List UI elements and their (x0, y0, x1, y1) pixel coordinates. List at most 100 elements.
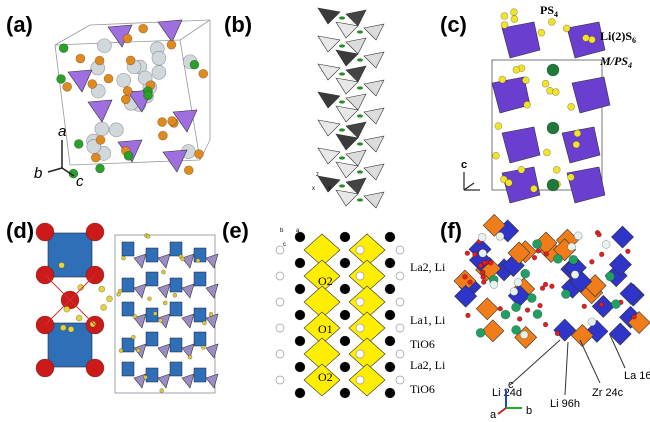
atom (472, 251, 478, 258)
tetrahedron (317, 175, 341, 193)
atom (116, 291, 121, 297)
polyhedron (145, 367, 159, 383)
atom (384, 335, 396, 347)
atom (546, 178, 560, 192)
atom (167, 116, 177, 126)
cell-edge (179, 19, 211, 41)
atom (546, 63, 560, 77)
oxygen-label: O2 (318, 370, 333, 384)
atom (357, 58, 363, 62)
atom (513, 278, 523, 287)
atom (117, 288, 123, 294)
atom (357, 114, 363, 118)
atom (482, 260, 488, 266)
panel-label: (c) (440, 12, 467, 37)
atom (598, 301, 605, 308)
tetrahedron (363, 135, 385, 153)
polyhedron (145, 307, 159, 323)
atom (161, 269, 166, 275)
atom (530, 184, 538, 193)
atom (166, 39, 177, 50)
polyhedron (193, 367, 207, 383)
atom (355, 245, 365, 255)
axis-arrows (47, 140, 75, 177)
atom (488, 260, 494, 266)
atom (275, 245, 285, 255)
atom (384, 309, 396, 321)
atom (132, 314, 138, 319)
atom (567, 102, 575, 111)
atom (541, 79, 550, 88)
atom (562, 24, 571, 33)
polyhedron (121, 301, 135, 317)
atom (294, 309, 306, 321)
tetrahedron (335, 161, 359, 179)
atom (480, 274, 486, 280)
atom (159, 388, 164, 393)
polyhedron (619, 282, 643, 305)
atom (500, 21, 509, 29)
polyhedron (481, 319, 505, 343)
atom (549, 283, 555, 289)
axis-label: z (316, 172, 319, 178)
atom (543, 251, 550, 257)
tetrahedron (162, 149, 188, 173)
tetrahedron (335, 21, 359, 39)
atom (551, 88, 560, 96)
tetrahedron (317, 91, 341, 109)
atom (539, 285, 546, 291)
polyhedron (501, 126, 541, 164)
atom (355, 375, 365, 385)
annotation: PS4 (540, 3, 558, 19)
atom (573, 129, 582, 138)
atom (122, 33, 133, 44)
tetrahedron (133, 253, 147, 269)
cell-edge (114, 234, 216, 394)
atom (570, 270, 580, 279)
cell-edge (179, 39, 201, 161)
atom (56, 74, 66, 84)
atom (151, 64, 167, 80)
layer-label: La1, Li (410, 313, 446, 327)
polyhedron (121, 241, 135, 257)
atom (208, 312, 214, 317)
tetrahedron (157, 19, 183, 43)
atom (120, 94, 131, 105)
polyhedron (169, 337, 183, 353)
atom (384, 257, 396, 269)
atom (516, 316, 523, 322)
atom (489, 280, 499, 289)
tetrahedron (335, 133, 359, 151)
atom (582, 34, 590, 42)
polyhedron (611, 225, 634, 249)
polyhedron (570, 324, 594, 347)
atom (35, 358, 55, 378)
tetrahedron (345, 121, 367, 139)
tetrahedron (317, 63, 341, 81)
atom (157, 117, 167, 127)
atom (116, 72, 131, 88)
cell-edge (89, 19, 211, 26)
atom (561, 289, 571, 299)
atom (339, 128, 345, 132)
site-label: Zr 24c (592, 387, 624, 399)
atom (131, 334, 136, 340)
atom (294, 387, 306, 399)
tetrahedron (87, 99, 113, 123)
polyhedron (482, 213, 506, 237)
atom (535, 248, 542, 254)
atom (552, 166, 561, 174)
atom (395, 245, 405, 255)
atom (465, 312, 471, 319)
atom (532, 239, 542, 249)
atom (505, 179, 513, 187)
atom (200, 345, 206, 350)
atom (158, 130, 168, 141)
atom (553, 254, 563, 264)
polyhedron (121, 361, 135, 377)
atom (475, 328, 486, 338)
atom (275, 271, 285, 281)
atom (202, 320, 207, 326)
axis-label: y (328, 186, 331, 192)
